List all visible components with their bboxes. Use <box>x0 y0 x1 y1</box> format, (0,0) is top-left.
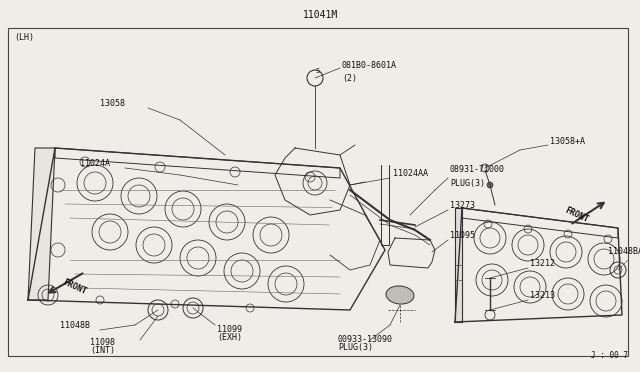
Text: (INT): (INT) <box>90 346 115 355</box>
Text: 11095: 11095 <box>450 231 475 241</box>
Text: 08931-71000: 08931-71000 <box>450 166 505 174</box>
Text: (LH): (LH) <box>14 33 34 42</box>
Polygon shape <box>455 208 462 322</box>
Text: 00933-13090: 00933-13090 <box>338 335 393 344</box>
Text: PLUG(3): PLUG(3) <box>450 179 485 188</box>
Text: (EXH): (EXH) <box>217 333 242 342</box>
Text: 11099: 11099 <box>217 325 242 334</box>
Bar <box>8 28 628 356</box>
Text: 11098: 11098 <box>90 338 115 347</box>
Text: 11048B: 11048B <box>60 321 90 330</box>
Text: 11024A: 11024A <box>80 160 110 169</box>
Text: 11048BA: 11048BA <box>608 247 640 257</box>
Text: 11024AA: 11024AA <box>393 170 428 179</box>
Text: 13058: 13058 <box>100 99 125 109</box>
Circle shape <box>487 182 493 188</box>
Text: 11041M: 11041M <box>302 10 338 20</box>
Text: J : 00 7: J : 00 7 <box>591 351 628 360</box>
Text: FRONT: FRONT <box>62 278 88 296</box>
Ellipse shape <box>386 286 414 304</box>
Text: FRONT: FRONT <box>564 206 590 224</box>
Polygon shape <box>28 148 55 300</box>
Text: 081B0-8601A: 081B0-8601A <box>342 61 397 70</box>
Text: S: S <box>316 68 320 74</box>
Text: 13058+A: 13058+A <box>550 137 585 145</box>
Text: 13273: 13273 <box>450 202 475 211</box>
Text: PLUG(3): PLUG(3) <box>338 343 373 352</box>
Text: 13212: 13212 <box>530 260 555 269</box>
Text: (2): (2) <box>342 74 357 83</box>
Text: 13213: 13213 <box>530 292 555 301</box>
